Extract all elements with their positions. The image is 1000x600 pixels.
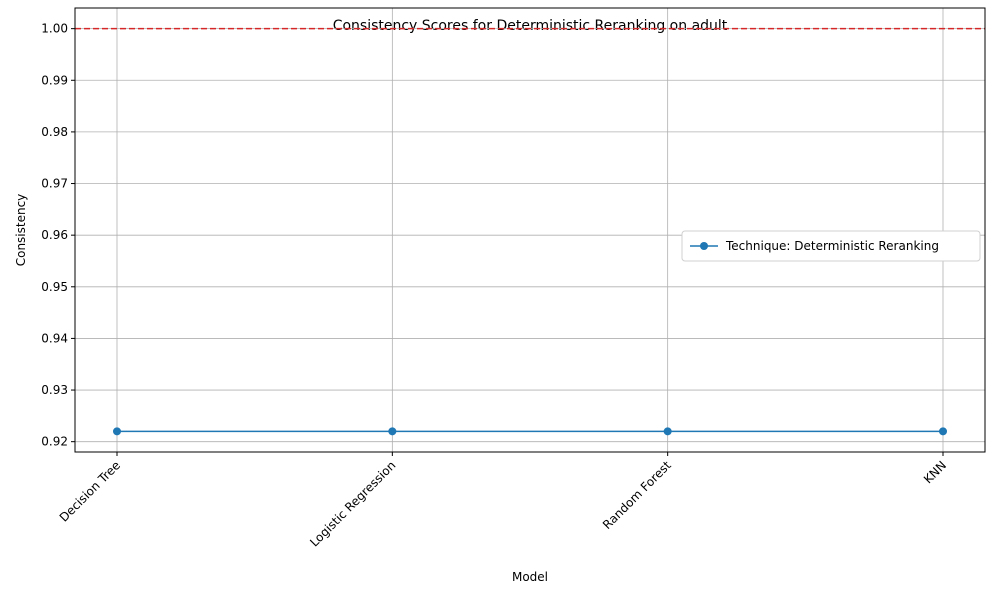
- legend-marker-swatch: [700, 242, 708, 250]
- x-tick-label: Logistic Regression: [307, 458, 398, 549]
- y-tick-label: 0.92: [41, 435, 68, 449]
- y-tick-label: 0.95: [41, 280, 68, 294]
- y-tick-label: 0.98: [41, 125, 68, 139]
- y-tick-label: 0.93: [41, 383, 68, 397]
- y-axis-title: Consistency: [14, 194, 28, 267]
- data-point: [113, 427, 121, 436]
- y-tick-label: 1.00: [41, 22, 68, 36]
- y-tick-label: 0.96: [41, 228, 68, 242]
- legend: Technique: Deterministic Reranking: [681, 230, 981, 262]
- data-point: [939, 427, 947, 436]
- x-axis: Decision Tree Logistic Regression Random F…: [57, 452, 949, 550]
- x-axis-title: Model: [512, 570, 548, 584]
- y-tick-label: 0.94: [41, 331, 68, 345]
- y-tick-label: 0.99: [41, 73, 68, 87]
- legend-entry: Technique: Deterministic Reranking: [725, 239, 939, 253]
- data-point: [663, 427, 672, 436]
- x-tick-label: KNN: [921, 458, 949, 486]
- y-axis: 0.92 0.93 0.94 0.95 0.96 0.97 0.98 0.99 1.00: [41, 22, 75, 449]
- x-tick-label: Random Forest: [600, 458, 674, 532]
- legend-box: [681, 230, 981, 262]
- x-tick-label: Decision Tree: [57, 458, 123, 524]
- plot-area: [113, 427, 947, 436]
- y-tick-label: 0.97: [41, 177, 68, 191]
- plot-frame: [74, 7, 986, 453]
- chart-title: Consistency Scores for Deterministic Rer…: [333, 18, 728, 34]
- grid: [75, 8, 985, 452]
- data-point: [388, 427, 397, 436]
